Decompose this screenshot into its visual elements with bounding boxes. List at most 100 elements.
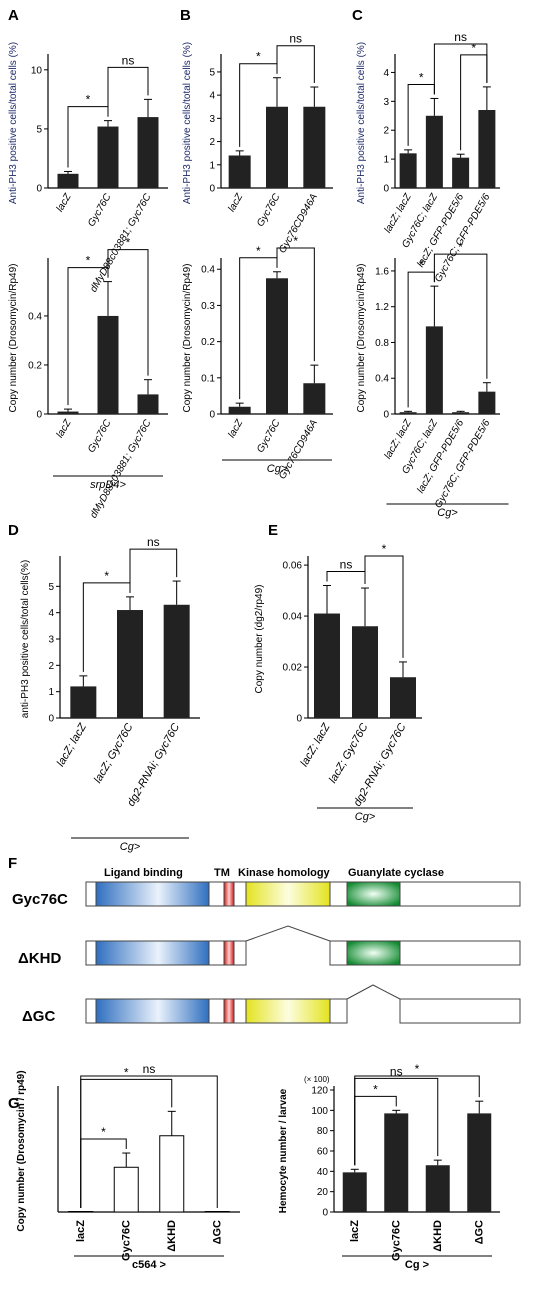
x-tick-label: lacZ [226,417,245,440]
x-tick-label: lacZ [55,191,74,214]
x-tick-label: ΔGC [211,1220,223,1244]
segment-kinase-homology [245,998,331,1024]
y-axis-label: Copy number (Drosomycin/Rp49) [8,264,19,413]
y-tick-label: 5 [209,67,215,78]
x-tick-label: lacZ [55,417,74,440]
y-tick-label: 1 [209,160,215,171]
y-axis-label: Anti-PH3 positive cells/total cells (%) [8,42,19,204]
deletion-junction [346,984,401,1000]
bar [159,1135,185,1213]
construct-dkhd [85,925,521,966]
y-axis-label: Copy number (Drosomycin/Rp49) [182,264,193,413]
bar [228,406,251,414]
segment-guanylate-cyclase [346,940,401,966]
bar [478,110,496,188]
segment-ligand-binding [95,940,210,966]
significance-label: * [101,1125,106,1139]
deletion-junction [245,925,331,942]
bar [384,1113,409,1212]
y-axis-label: Anti-PH3 positive cells/total cells (%) [356,42,367,204]
y-tick-label: 0.2 [28,360,42,371]
bar [97,315,119,414]
segment-tm [223,881,235,907]
x-tick-label: ΔKHD [432,1220,444,1252]
significance-label: * [419,258,424,272]
chart-b-top: 0 1 2 3 4 5 Anti-PH3 positive cells/total cell… [182,32,333,255]
y-tick-label: 0.1 [201,373,215,384]
y-tick-label: 0.06 [283,561,303,572]
x-tick-label: Gyc76C [390,1220,402,1261]
segment-kinase-homology [245,881,331,907]
y-tick-label: 5 [36,124,42,135]
y-tick-label: 4 [48,608,54,619]
bar [117,610,143,718]
domain-diagram: Ligand binding TM Kinase homology Guanyl… [12,867,521,1025]
x-tick-label: lacZ; lacZ [298,720,333,768]
significance-bracket [433,253,488,379]
significance-bracket [354,1075,480,1166]
significance-label: * [293,234,298,248]
y-axis-label: Hemocyte number / larvae [278,1088,289,1213]
domain-label-guanylate-cyclase: Guanylate cyclase [348,867,444,879]
group-label: Cg> [437,507,458,519]
y-tick-label: 5 [48,582,54,593]
x-tick-label: Gyc76C [255,191,283,228]
panel-label-c: C [352,7,363,24]
domain-label-kinase-homology: Kinase homology [238,867,331,879]
panel-label-e: E [268,522,278,539]
significance-bracket [129,548,178,593]
y-tick-label: 80 [317,1126,329,1137]
panel-label-g: G [8,1095,20,1112]
bar [113,1166,139,1213]
bar [163,604,190,718]
x-tick-label: lacZ; Gyc76C [327,721,371,785]
bar [399,412,417,414]
group-label: c564 > [132,1259,166,1271]
x-tick-label: Gyc76C [120,1220,132,1261]
bar [137,117,159,188]
significance-label: ns [143,1062,156,1076]
bar [452,157,470,188]
y-tick-label: 0 [296,714,302,725]
bar [266,278,288,414]
construct-gyc76c [85,881,521,907]
group-label: srpD4> [90,479,126,491]
construct-name-dkhd: ΔKHD [18,950,61,967]
domain-label-ligand-binding: Ligand binding [104,867,183,879]
y-tick-label: 120 [311,1086,328,1097]
y-tick-label: 2 [209,137,215,148]
group-label: Cg> [355,811,376,823]
y-tick-label: 1.2 [375,302,389,313]
significance-label: * [256,244,261,258]
chart-a-bottom: 0 0.2 0.4 Copy number (Drosomycin/Rp49) lacZ… [8,236,168,520]
construct-name-gyc76c: Gyc76C [12,891,68,908]
y-tick-label: 3 [48,635,54,646]
group-label: Cg> [267,463,288,475]
y-tick-label: 1.6 [375,266,389,277]
y-tick-label: 2 [383,126,389,137]
chart-g-left: Copy number (Drosomycin / rp49) lacZ Gyc76… [16,1062,240,1271]
bar [467,1113,492,1212]
y-tick-label: 0 [209,410,215,421]
significance-label: * [382,542,387,556]
significance-label: * [86,93,91,107]
bar [303,106,326,188]
significance-label: ns [390,1064,403,1078]
significance-label: ns [340,557,353,571]
bar [425,115,443,188]
y-tick-label: 0 [36,410,42,421]
bar [425,1165,450,1212]
y-tick-label: 0.4 [28,311,42,322]
x-tick-label: ΔKHD [166,1220,178,1252]
significance-label: * [124,1065,129,1079]
x-tick-label: ΔGC [473,1220,485,1244]
segment-ligand-binding [95,998,210,1024]
bar [478,391,496,414]
x-tick-label: dg2-RNAi; Gyc76C [125,721,182,808]
significance-label: * [419,70,424,84]
y-axis-label: Copy number (Drosomycin/Rp49) [356,264,367,413]
construct-name-dgc: ΔGC [22,1008,55,1025]
y-tick-label: 4 [209,91,215,102]
significance-bracket [80,1075,218,1208]
x-tick-label: lacZ; Gyc76C [92,721,136,785]
